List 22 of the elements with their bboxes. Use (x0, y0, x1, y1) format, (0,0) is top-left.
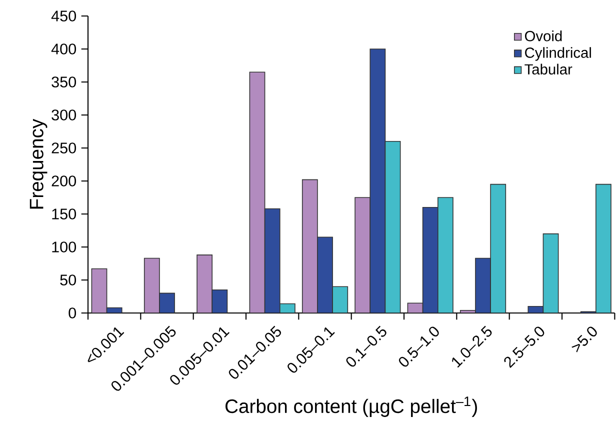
legend-label: Ovoid (524, 30, 562, 42)
y-tick-label: 0 (68, 308, 76, 318)
y-tick-label: 200 (52, 176, 76, 186)
y-tick-label: 250 (52, 142, 76, 154)
bar (384, 141, 401, 313)
y-tick-label: 100 (52, 242, 76, 252)
y-tick-label: 150 (52, 208, 76, 220)
y-tick-label: 400 (51, 44, 76, 54)
legend-label: Tabular (524, 64, 572, 75)
bar (437, 197, 454, 313)
y-tick-label: 300 (52, 110, 76, 120)
bar (542, 233, 559, 313)
y-tick-label: 450 (51, 10, 76, 22)
bar (595, 184, 612, 313)
y-axis-title: Frequency (30, 118, 48, 209)
x-axis-title: Carbon content (µgC pellet$^{–1}$) (226, 396, 477, 417)
bar (490, 184, 506, 313)
legend-label: Cylindrical (525, 47, 591, 61)
y-tick-label: 50 (60, 274, 76, 286)
bar (332, 286, 348, 313)
y-tick-label: 350 (52, 76, 76, 88)
x-tick-label: >5.0 (572, 326, 597, 352)
